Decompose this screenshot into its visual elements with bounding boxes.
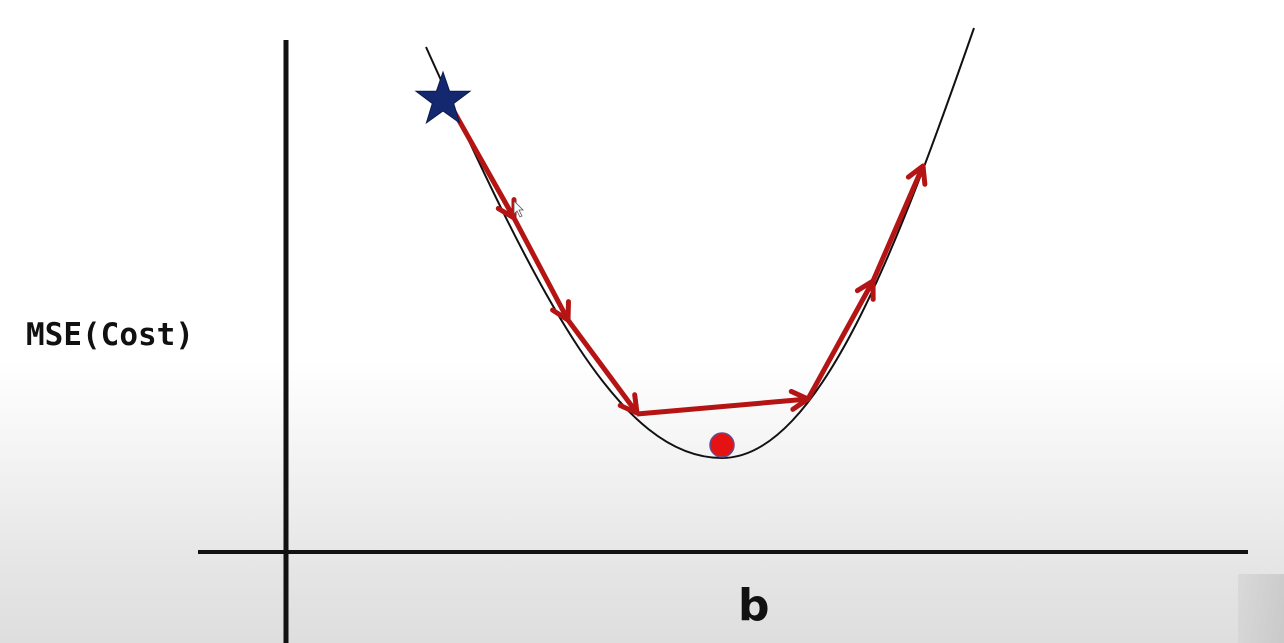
start-star-icon bbox=[414, 70, 472, 125]
descent-step-3 bbox=[565, 318, 640, 416]
descent-step-2 bbox=[511, 216, 571, 323]
descent-step-4 bbox=[636, 388, 811, 417]
cursor-icon bbox=[513, 200, 524, 218]
cost-curve bbox=[425, 27, 975, 460]
x-axis-label: b bbox=[738, 580, 770, 631]
y-axis-label: MSE(Cost) bbox=[26, 317, 194, 353]
minimum-point-icon bbox=[709, 432, 735, 458]
descent-step-5 bbox=[805, 278, 876, 401]
descent-step-1 bbox=[449, 106, 517, 221]
descent-steps bbox=[449, 106, 928, 417]
corner-shadow bbox=[1238, 574, 1284, 643]
descent-step-6 bbox=[870, 163, 928, 282]
